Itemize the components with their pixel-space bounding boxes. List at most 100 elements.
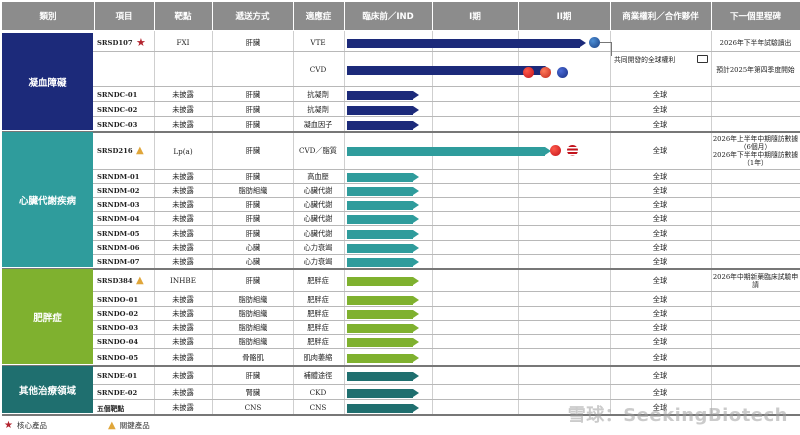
progress-bar (347, 258, 413, 267)
indication-cell: VTE (310, 38, 326, 47)
category-divider (2, 365, 800, 367)
progress-bar (347, 372, 413, 381)
row-divider (93, 225, 800, 226)
commercial-rights-cell: 全球 (652, 370, 668, 380)
row-divider (93, 51, 800, 52)
route-cell: 肝臟 (245, 275, 261, 285)
row-divider (93, 116, 800, 117)
commercial-rights-cell: 全球 (652, 104, 668, 114)
partner-globe-icon (589, 37, 600, 48)
project-label: SRNDO-03 (97, 324, 139, 332)
commercial-rights-cell: 全球 (652, 228, 668, 238)
target-cell: 未披露 (172, 402, 194, 412)
progress-bar (347, 310, 413, 319)
column-divider (432, 31, 433, 415)
indication-cell: CVD (309, 65, 327, 74)
header-0: 類別 (2, 2, 94, 30)
route-cell: 肝臟 (245, 172, 261, 181)
indication-cell: 肥胖症 (307, 294, 329, 304)
progress-bar-arrow (545, 147, 551, 155)
target-cell: 未披露 (172, 352, 194, 362)
column-divider (711, 31, 712, 415)
progress-bar (347, 277, 413, 286)
indication-cell: CNS (309, 403, 327, 412)
category-3: 其他治療領域 (2, 366, 93, 413)
commercial-rights-cell: 全球 (652, 323, 668, 332)
target-cell: 未披露 (172, 370, 194, 380)
route-cell: 脂肪組織 (238, 309, 268, 318)
legend-key-label: 關鍵產品 (119, 421, 150, 430)
progress-bar-arrow (580, 39, 586, 47)
progress-bar (347, 354, 413, 363)
project-label: SRNDO-02 (97, 310, 139, 318)
project-label: SRNDM-04 (97, 215, 140, 223)
indication-cell: 抗凝劑 (307, 104, 329, 114)
project-label: SRNDE-02 (97, 388, 138, 397)
progress-bar (347, 230, 413, 239)
header-divider (212, 2, 213, 30)
triangle-icon: ▲ (136, 274, 144, 286)
route-cell: 脂肪組織 (238, 186, 268, 195)
header-divider (154, 2, 155, 30)
header-1: 項目 (94, 2, 154, 30)
route-cell: 肝臟 (245, 200, 261, 209)
flag-cn-icon (523, 67, 534, 78)
indication-cell: CKD (309, 388, 327, 397)
route-cell: 脂肪組織 (238, 337, 268, 346)
row-divider (93, 291, 800, 292)
target-cell: FXI (176, 38, 190, 47)
row-divider (93, 348, 800, 349)
progress-bar-arrow (413, 310, 419, 318)
commercial-rights-cell: 全球 (652, 243, 668, 252)
route-cell: 肝臟 (245, 146, 261, 155)
project-label: SRNDM-03 (97, 201, 140, 209)
header-5: 臨床前／IND (344, 2, 432, 30)
progress-bar (347, 121, 413, 130)
legend-core: ★ 核心產品 (4, 420, 47, 431)
target-cell: 未披露 (172, 186, 194, 195)
triangle-icon: ▲ (108, 420, 116, 431)
header-divider (293, 2, 294, 30)
indication-cell: 肥胖症 (307, 337, 329, 346)
target-cell: 未披露 (172, 214, 194, 223)
route-cell: 肝臟 (245, 228, 261, 238)
commercial-rights-cell: 全球 (652, 186, 668, 195)
milestone-cell: 2026年下半年試驗讀出 (719, 38, 792, 47)
progress-bar-arrow (413, 324, 419, 332)
target-cell: 未披露 (172, 257, 194, 266)
target-cell: 未披露 (172, 89, 194, 99)
flag-us-icon (567, 145, 578, 156)
indication-cell: 肥胖症 (307, 309, 329, 318)
progress-bar-arrow (413, 258, 419, 266)
row-divider (93, 86, 800, 87)
progress-bar-arrow (413, 338, 419, 346)
commercial-rights-cell: 全球 (652, 200, 668, 209)
project-label: SRNDO-05 (97, 353, 139, 362)
route-cell: 肝臟 (245, 89, 261, 99)
commercial-rights-cell: 全球 (652, 172, 668, 181)
laptop-icon (697, 55, 708, 63)
progress-bar-arrow (413, 201, 419, 209)
indication-cell: 補體途徑 (303, 370, 333, 380)
commercial-rights-cell: 全球 (652, 146, 668, 155)
indication-cell: 心臟代謝 (303, 214, 333, 223)
indication-cell: 高血壓 (307, 172, 329, 181)
milestone-cell: 2026年上半年中期隨訪數據（6個月） 2026年下半年中期隨訪數據（1年） (712, 135, 799, 167)
progress-bar-arrow (413, 354, 419, 362)
triangle-icon: ▲ (136, 145, 144, 156)
progress-bar-arrow (413, 277, 419, 285)
progress-bar-arrow (413, 173, 419, 181)
header-2: 靶點 (154, 2, 212, 30)
project-label: SRNDM-05 (97, 229, 140, 238)
partner-note: 共同開發的全球權利 (614, 56, 676, 64)
project-label: SRNDC-03 (97, 120, 138, 129)
star-icon: ★ (136, 36, 146, 49)
indication-cell: 心臟代謝 (303, 186, 333, 195)
route-cell: 心臟 (245, 243, 261, 252)
commercial-rights-cell: 全球 (652, 402, 668, 412)
route-cell: 脂肪組織 (238, 294, 268, 304)
progress-bar (347, 173, 413, 182)
progress-bar (347, 91, 413, 100)
commercial-rights-cell: 全球 (652, 387, 668, 397)
row-divider (93, 169, 800, 170)
